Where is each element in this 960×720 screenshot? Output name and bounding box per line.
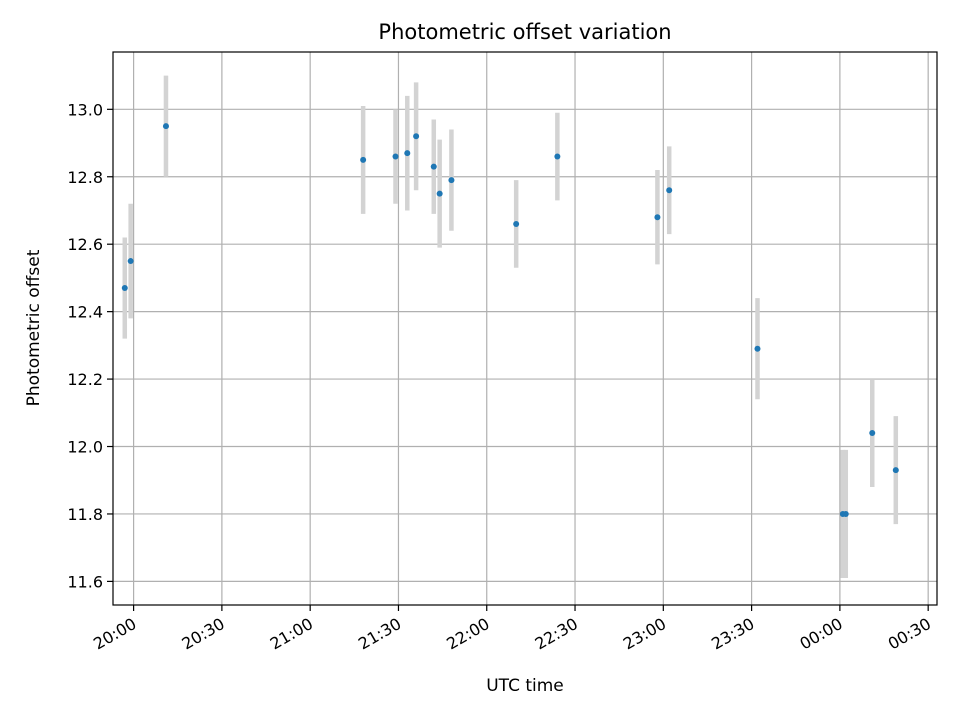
data-point [842, 510, 849, 517]
y-axis-label: Photometric offset [24, 249, 44, 406]
y-axis-ticks: 11.6 11.8 12.0 12.2 12.4 12.6 12.8 13.0 [67, 100, 113, 591]
data-points [121, 123, 899, 517]
grid [113, 52, 937, 605]
data-point [513, 220, 520, 227]
y-tick-label: 11.6 [67, 572, 103, 591]
plot-frame [112, 51, 938, 606]
data-point [430, 163, 437, 170]
data-point [404, 150, 411, 157]
data-point [666, 187, 673, 194]
y-tick-label: 12.8 [67, 168, 103, 187]
x-axis-label: UTC time [486, 676, 564, 696]
data-point [436, 190, 443, 197]
data-point [162, 123, 169, 130]
data-point [360, 156, 367, 163]
data-point [392, 153, 399, 160]
plot-area [113, 52, 937, 605]
y-tick-label: 12.2 [67, 370, 103, 389]
data-point [654, 214, 661, 221]
data-point [448, 177, 455, 184]
data-point [554, 153, 561, 160]
y-tick-label: 12.4 [67, 303, 103, 322]
data-point [127, 258, 134, 265]
y-tick-label: 13.0 [67, 100, 103, 119]
y-tick-label: 12.6 [67, 235, 103, 254]
data-point [413, 133, 420, 140]
y-tick-label: 12.0 [67, 438, 103, 457]
chart-title: Photometric offset variation [378, 20, 671, 44]
data-point [754, 345, 761, 352]
data-point [869, 430, 876, 437]
data-point [121, 285, 128, 292]
y-tick-label: 11.8 [67, 505, 103, 524]
data-point [892, 467, 899, 474]
